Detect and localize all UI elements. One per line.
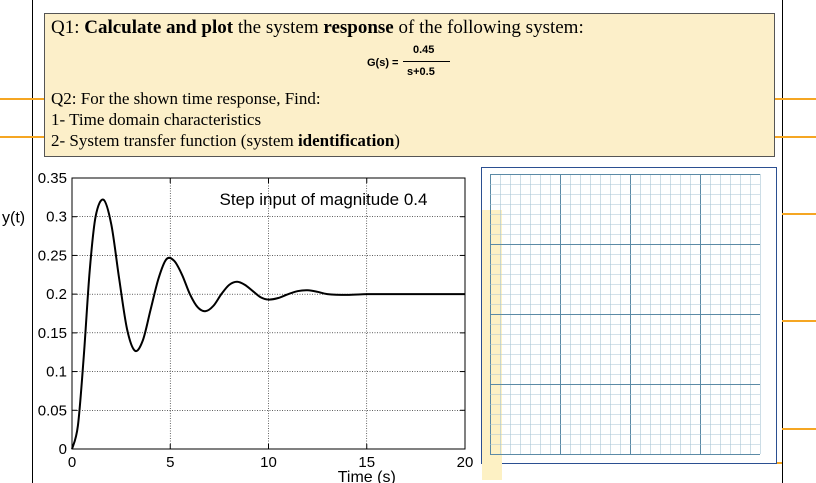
y-tick-label: 0.35: [38, 170, 67, 187]
question-box: Q1: Calculate and plot the system respon…: [44, 13, 775, 157]
response-line: [71, 198, 465, 450]
y-tick-label: 0.3: [46, 209, 67, 226]
y-tick-label: 0.15: [38, 325, 67, 342]
margin-line-right: [775, 98, 816, 100]
step-response-chart: 0 5 10 15 20 0 0.05 0.1 0.15 0.2 0.25 0.3 0.35 Step i…: [2, 170, 474, 483]
q1-suffix: of the following system:: [393, 17, 584, 38]
q2-item-2: 2- System transfer function (system iden…: [51, 130, 400, 151]
y-tick-label: 0.1: [46, 364, 67, 381]
x-tick-label: 15: [358, 454, 375, 471]
tf-numerator: 0.45: [413, 44, 435, 56]
margin-line-left-2: [0, 136, 44, 138]
graph-paper-grid: [490, 174, 761, 455]
y-tick-label: 0.2: [46, 286, 67, 303]
q1-prefix: Q1:: [51, 17, 85, 38]
q1-bold-response: response: [323, 17, 394, 38]
q2-item-2-prefix: 2- System transfer function (system: [51, 131, 298, 150]
margin-line-right-4: [782, 320, 816, 322]
margin-line-right-5: [782, 428, 816, 430]
right-frame-line: [782, 0, 783, 483]
q1-text: Q1: Calculate and plot the system respon…: [51, 17, 584, 39]
tf-denominator: s+0.5: [407, 66, 435, 78]
q1-bold-calculate: Calculate and plot: [84, 17, 234, 38]
q2-item-2-bold: identification: [297, 131, 395, 150]
y-tick-label: 0: [59, 441, 67, 458]
highlight-strip: [482, 210, 502, 480]
x-tick-label: 0: [68, 454, 76, 471]
x-tick-label: 10: [260, 454, 277, 471]
y-axis-label: y(t): [2, 210, 25, 227]
q2-item-2-suffix: ): [394, 131, 400, 150]
margin-line-right-2: [775, 136, 816, 138]
x-axis-label: Time (s): [338, 469, 396, 483]
q1-mid: the system: [233, 17, 324, 38]
left-frame-line: [32, 0, 33, 483]
margin-line-left: [0, 98, 44, 100]
q2-heading: Q2: For the shown time response, Find:: [51, 89, 321, 108]
y-tick-label: 0.05: [38, 402, 67, 419]
x-tick-label: 20: [457, 454, 474, 471]
x-tick-label: 5: [166, 454, 174, 471]
y-tick-label: 0.25: [38, 247, 67, 264]
tf-fraction-bar: [403, 61, 450, 62]
q2-block: Q2: For the shown time response, Find: 1…: [51, 88, 400, 151]
q2-item-1: 1- Time domain characteristics: [51, 110, 262, 129]
tf-lhs: G(s) =: [367, 57, 399, 69]
chart-title: Step input of magnitude 0.4: [220, 190, 428, 209]
margin-line-right-3: [782, 213, 816, 215]
